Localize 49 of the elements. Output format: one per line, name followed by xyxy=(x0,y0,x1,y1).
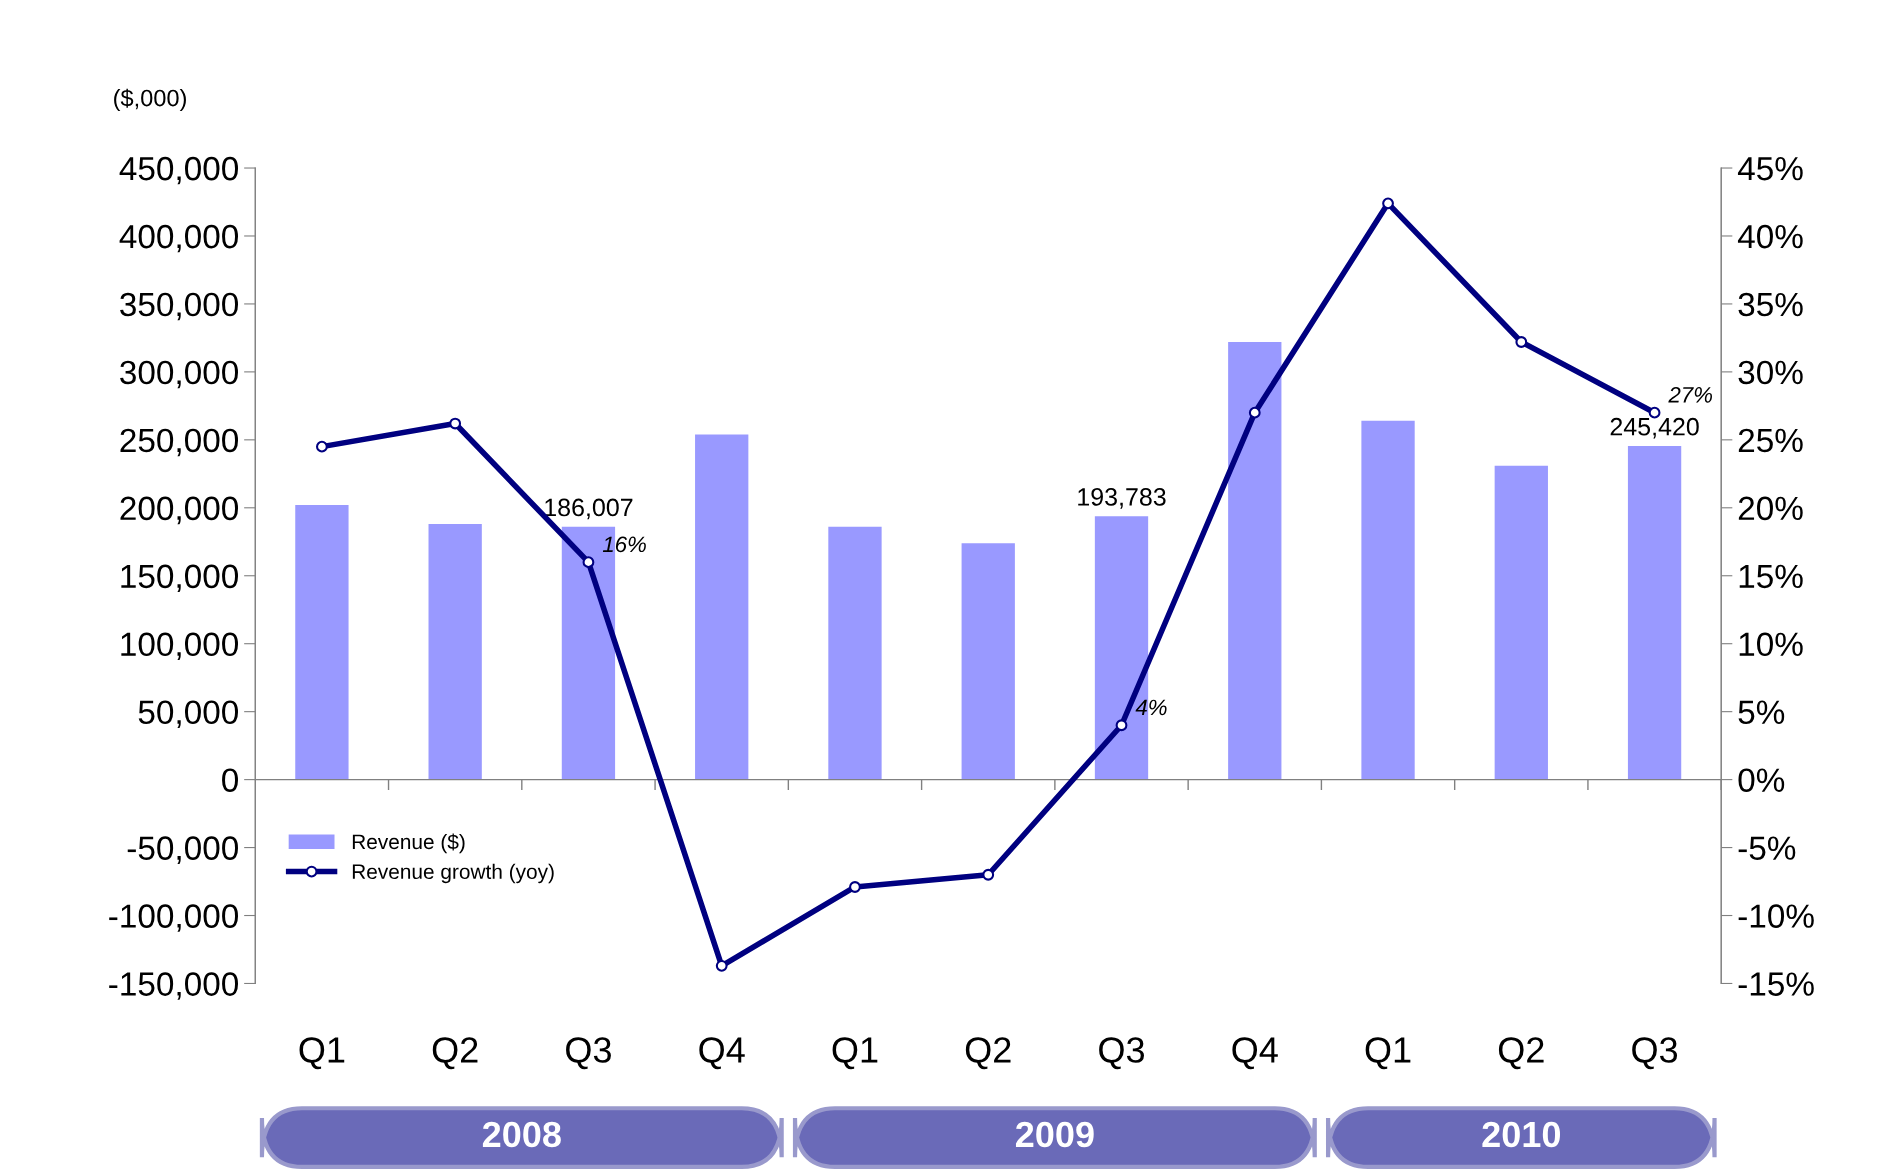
y-tick-label: 350,000 xyxy=(120,292,239,321)
y-tick-label: -50,000 xyxy=(127,836,239,864)
y2-tick-label: 15% xyxy=(1739,564,1803,589)
x-tick-label: Q3 xyxy=(1632,1037,1678,1070)
y2-tick-label: 0% xyxy=(1738,768,1785,793)
data-label: 16% xyxy=(602,536,646,553)
y2-tick-label: -10% xyxy=(1738,904,1814,928)
x-tick-label: Q4 xyxy=(1232,1037,1278,1070)
y2-tick-label: 10% xyxy=(1739,632,1803,657)
y-tick-label: 100,000 xyxy=(121,632,239,661)
x-tick-label: Q4 xyxy=(699,1037,745,1070)
y2-tick-label: -5% xyxy=(1738,836,1796,860)
x-tick-label: Q1 xyxy=(832,1037,878,1070)
y-tick-label: 300,000 xyxy=(120,360,239,389)
text: 2008 xyxy=(482,1121,561,1148)
y2-tick-label: 25% xyxy=(1738,428,1803,453)
y-tick-label: 200,000 xyxy=(120,496,239,525)
x-tick-label: Q1 xyxy=(299,1037,345,1070)
y-tick-label: 50,000 xyxy=(138,700,239,728)
y-tick-label: 150,000 xyxy=(121,564,239,593)
data-label: 4% xyxy=(1135,699,1167,716)
x-tick-label: Q3 xyxy=(1099,1037,1145,1070)
legend-label: Revenue growth (yoy) xyxy=(352,863,554,884)
y2-tick-label: -15% xyxy=(1738,972,1814,996)
x-tick-label: Q2 xyxy=(965,1037,1011,1070)
x-tick-label: Q2 xyxy=(1498,1037,1544,1070)
y-tick-label: -150,000 xyxy=(109,972,239,1000)
y-tick-label: 400,000 xyxy=(119,224,239,253)
y-tick-label: 250,000 xyxy=(120,428,239,457)
data-label: 186,007 xyxy=(545,498,633,520)
y2-tick-label: 30% xyxy=(1738,360,1803,385)
x-tick-label: Q2 xyxy=(432,1037,478,1070)
data-label: 193,783 xyxy=(1078,488,1166,509)
legend-label: Revenue ($) xyxy=(352,833,465,854)
y-tick-label: -100,000 xyxy=(109,904,239,932)
data-label: 245,420 xyxy=(1610,417,1699,439)
x-tick-label: Q3 xyxy=(566,1037,611,1070)
y2-tick-label: 20% xyxy=(1738,496,1803,521)
text: 2010 xyxy=(1482,1121,1560,1148)
y2-tick-label: 40% xyxy=(1737,224,1803,249)
text: ($,000) xyxy=(114,88,186,112)
y2-tick-label: 45% xyxy=(1737,156,1803,181)
data-label: 27% xyxy=(1668,386,1712,403)
y-tick-label: 0 xyxy=(222,768,238,793)
y2-tick-label: 5% xyxy=(1738,700,1785,725)
text: 2009 xyxy=(1015,1121,1094,1148)
x-tick-label: Q1 xyxy=(1365,1037,1411,1070)
y2-tick-label: 35% xyxy=(1738,292,1803,317)
y-tick-label: 450,000 xyxy=(119,156,239,185)
